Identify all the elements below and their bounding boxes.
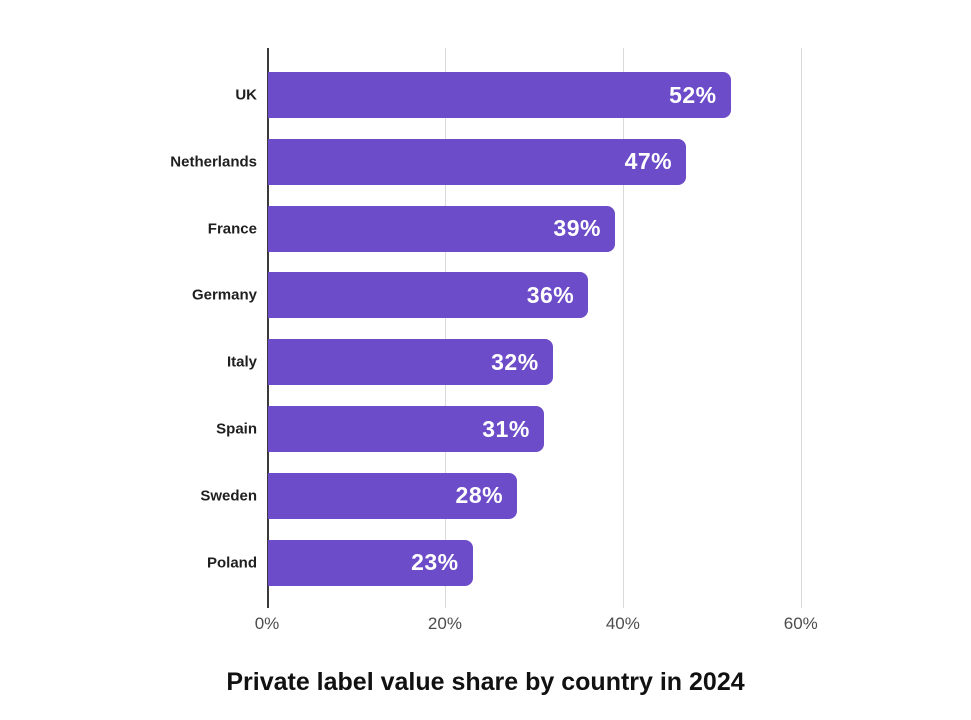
- y-axis-line: [267, 48, 269, 608]
- category-label: Italy: [226, 353, 257, 371]
- value-label: 47%: [624, 148, 673, 175]
- value-label: 39%: [553, 215, 601, 242]
- chart-title: Private label value share by country in …: [226, 668, 745, 696]
- category-label: Sweden: [200, 487, 257, 505]
- value-label: 52%: [669, 81, 717, 108]
- bar: 39%: [268, 205, 615, 252]
- category-label: Spain: [216, 420, 257, 438]
- category-label: UK: [235, 86, 257, 104]
- x-tick-label: 0%: [254, 614, 280, 633]
- bar: 23%: [268, 539, 473, 586]
- category-label: France: [207, 220, 257, 238]
- value-label: 28%: [455, 482, 504, 509]
- plot-area: UK 52% Netherlands 47% France 39% Germany 36% It…: [170, 48, 912, 633]
- x-tick-label: 40%: [605, 614, 640, 633]
- bar: 36%: [268, 272, 589, 319]
- bar: 52%: [268, 72, 731, 118]
- bar: 31%: [268, 406, 544, 452]
- x-tick-label: 20%: [427, 614, 462, 633]
- gridline: [800, 48, 802, 608]
- value-label: 31%: [482, 415, 530, 442]
- bar: 47%: [268, 138, 687, 185]
- bar: 32%: [268, 339, 553, 386]
- value-label: 32%: [491, 348, 539, 375]
- gridline: [444, 48, 446, 608]
- bar: 28%: [268, 472, 518, 519]
- gridline: [622, 48, 624, 608]
- category-label: Netherlands: [170, 153, 257, 171]
- category-label: Germany: [191, 286, 257, 304]
- value-label: 23%: [411, 549, 459, 576]
- category-label: Poland: [206, 554, 257, 572]
- x-tick-label: 60%: [783, 614, 818, 633]
- value-label: 36%: [526, 281, 575, 308]
